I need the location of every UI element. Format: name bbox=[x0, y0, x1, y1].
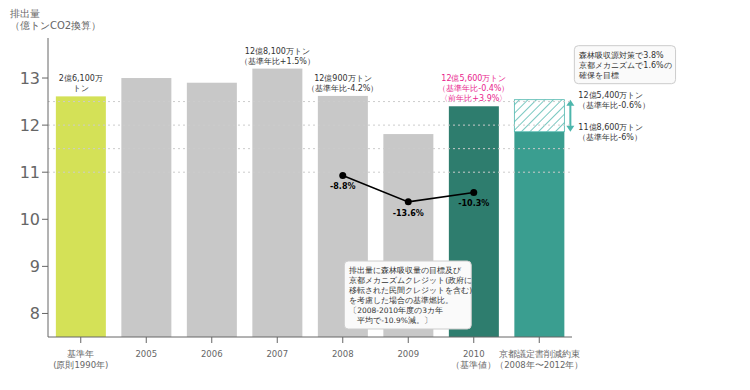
svg-text:-13.6%: -13.6% bbox=[393, 209, 424, 218]
svg-text:2005: 2005 bbox=[135, 349, 157, 359]
svg-text:11億8,600万トン（基準年比-6%）: 11億8,600万トン（基準年比-6%） bbox=[578, 123, 643, 142]
svg-text:2006: 2006 bbox=[201, 349, 223, 359]
svg-text:12: 12 bbox=[20, 116, 40, 135]
svg-text:2億6,100万トン: 2億6,100万トン bbox=[59, 74, 103, 93]
svg-text:京都議定書削減約束（2008年〜2012年）: 京都議定書削減約束（2008年〜2012年） bbox=[495, 349, 583, 370]
svg-text:森林吸収源対策で3.8%京都メカニズムで1.6%の確保を目標: 森林吸収源対策で3.8%京都メカニズムで1.6%の確保を目標 bbox=[578, 51, 671, 80]
svg-text:2008: 2008 bbox=[332, 349, 354, 359]
svg-text:排出量に森林吸収量の目標及び京都メカニズムクレジット(政府に: 排出量に森林吸収量の目標及び京都メカニズムクレジット(政府に移転された民間クレジ… bbox=[349, 266, 472, 325]
svg-text:11: 11 bbox=[20, 163, 40, 182]
svg-text:12億5,600万トン（基準年比-0.4%）〈前年比+3.9: 12億5,600万トン（基準年比-0.4%）〈前年比+3.9%〉 bbox=[438, 74, 509, 103]
svg-text:-8.8%: -8.8% bbox=[330, 182, 356, 191]
svg-text:12億900万トン（基準年比-4.2%）: 12億900万トン（基準年比-4.2%） bbox=[307, 74, 378, 93]
svg-text:-10.3%: -10.3% bbox=[458, 199, 489, 208]
svg-text:2009: 2009 bbox=[397, 349, 419, 359]
svg-text:12億5,400万トン（基準年比-0.6%）: 12億5,400万トン（基準年比-0.6%） bbox=[578, 91, 649, 110]
svg-text:12億8,100万トン（基準年比+1.5%）: 12億8,100万トン（基準年比+1.5%） bbox=[240, 47, 315, 66]
svg-text:基準年(原則1990年): 基準年(原則1990年) bbox=[53, 349, 108, 370]
svg-text:2007: 2007 bbox=[266, 349, 288, 359]
svg-text:10: 10 bbox=[20, 210, 40, 229]
svg-text:8: 8 bbox=[30, 304, 40, 323]
svg-text:9: 9 bbox=[30, 257, 40, 276]
html-text:排出量 （億トンCO2換算）: 排出量 （億トンCO2換算） bbox=[10, 8, 102, 31]
svg-text:13: 13 bbox=[20, 69, 40, 88]
svg-text:2010（基準値）: 2010（基準値） bbox=[451, 349, 496, 370]
